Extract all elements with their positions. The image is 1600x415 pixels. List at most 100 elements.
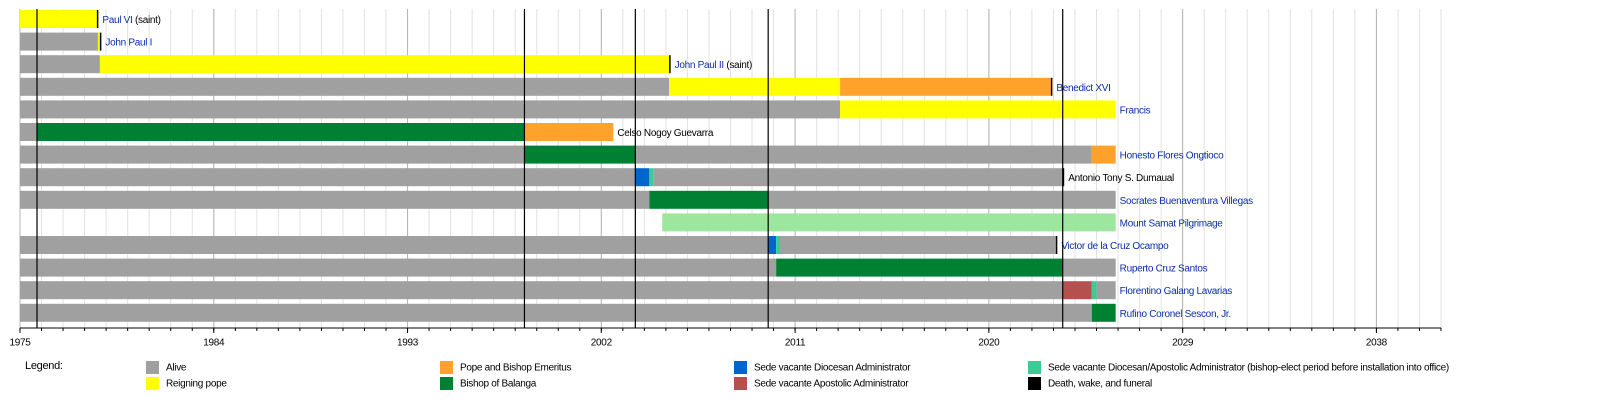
row-label-name: John Paul II xyxy=(675,60,724,71)
row-label-name: Mount Samat Pilgrimage xyxy=(1120,218,1224,229)
row-label: Celso Nogoy Guevarra xyxy=(617,128,713,139)
row-label-note: (saint) xyxy=(135,15,161,26)
row-label: Benedict XVI xyxy=(1056,82,1110,93)
legend-label: Bishop of Balanga xyxy=(460,379,537,390)
timeline-bar xyxy=(524,123,614,141)
row-label: Victor de la Cruz Ocampo xyxy=(1061,241,1169,252)
legend-swatch xyxy=(440,377,453,390)
timeline-bar xyxy=(20,145,525,164)
row-label: John Paul II (saint) xyxy=(675,60,752,71)
timeline-bar xyxy=(99,55,670,74)
row-label-name: Ruperto Cruz Santos xyxy=(1120,263,1208,274)
legend-label: Sede vacante Apostolic Administrator xyxy=(754,379,909,390)
row-label: Honesto Flores Ongtioco xyxy=(1120,150,1224,161)
timeline-bar xyxy=(20,258,777,277)
timeline-bar xyxy=(653,168,1063,187)
timeline-bar xyxy=(840,100,1116,119)
legend-swatch xyxy=(146,361,159,374)
timeline-bar xyxy=(20,10,97,28)
legend-swatch xyxy=(1028,361,1041,374)
timeline-bar xyxy=(1091,281,1097,300)
row-label-name: Rufino Coronel Sescon, Jr. xyxy=(1120,308,1231,319)
row-label: Mount Samat Pilgrimage xyxy=(1120,218,1224,229)
row-label-name: Paul VI xyxy=(102,15,132,26)
timeline-bar xyxy=(1050,77,1053,96)
timeline-bar xyxy=(20,281,1063,300)
x-tick-label: 1984 xyxy=(203,338,225,349)
row-label: Socrates Buenaventura Villegas xyxy=(1120,195,1253,206)
timeline-bar xyxy=(1055,236,1058,254)
timeline-bar xyxy=(780,236,1056,254)
timeline-bar xyxy=(20,32,98,51)
row-label: Paul VI (saint) xyxy=(102,15,160,26)
row-label-name: Victor de la Cruz Ocampo xyxy=(1061,241,1169,252)
legend-label: Sede vacante Diocesan Administrator xyxy=(754,363,911,374)
legend-title: Legend: xyxy=(25,360,63,372)
timeline-bar xyxy=(20,77,670,96)
legend-swatch xyxy=(1028,377,1041,390)
legend-swatch xyxy=(440,361,453,374)
legend-swatch xyxy=(734,377,747,390)
timeline-bar xyxy=(524,145,636,164)
timeline-bar xyxy=(669,77,841,96)
timeline-bar xyxy=(1062,258,1116,277)
timeline-bar xyxy=(20,303,1092,322)
x-tick-label: 2020 xyxy=(978,338,1000,349)
row-label-name: Benedict XVI xyxy=(1056,82,1110,93)
timeline-bar xyxy=(669,55,671,74)
legend-swatch xyxy=(734,361,747,374)
timeline-bar xyxy=(1062,281,1092,300)
x-tick-label: 1993 xyxy=(397,338,419,349)
x-tick-label: 1975 xyxy=(9,338,31,349)
timeline-bar xyxy=(20,123,38,141)
timeline-bar xyxy=(1096,281,1116,300)
timeline-bar xyxy=(96,10,99,28)
row-label: Ruperto Cruz Santos xyxy=(1120,263,1208,274)
row-label: Rufino Coronel Sescon, Jr. xyxy=(1120,308,1231,319)
row-label-name: Antonio Tony S. Dumaual xyxy=(1068,173,1174,184)
timeline-bar xyxy=(768,236,777,254)
timeline-bar xyxy=(662,213,1116,232)
x-tick-label: 2002 xyxy=(591,338,613,349)
timeline-bar xyxy=(37,123,525,141)
timeline-bar xyxy=(99,32,102,51)
row-label: Francis xyxy=(1120,105,1151,116)
row-label-name: John Paul I xyxy=(105,37,152,48)
row-label-name: Socrates Buenaventura Villegas xyxy=(1120,195,1253,206)
row-label: John Paul I xyxy=(105,37,152,48)
legend-label: Sede vacante Diocesan/Apostolic Administ… xyxy=(1048,363,1449,374)
timeline-bar xyxy=(768,190,1116,209)
timeline-bar xyxy=(20,100,841,119)
row-label-name: Florentino Galang Lavarias xyxy=(1120,286,1233,297)
timeline-bar xyxy=(20,55,100,74)
x-tick-label: 2029 xyxy=(1172,338,1194,349)
timeline-bar xyxy=(776,236,781,254)
timeline-bar xyxy=(20,236,769,254)
row-label: Florentino Galang Lavarias xyxy=(1120,286,1233,297)
timeline-bar xyxy=(1091,145,1116,164)
row-label: Antonio Tony S. Dumaual xyxy=(1068,173,1174,184)
timeline-bar xyxy=(1062,168,1065,187)
timeline-bar xyxy=(635,145,1092,164)
timeline-bar xyxy=(635,168,650,187)
timeline-bar xyxy=(1091,303,1116,322)
row-label-note: (saint) xyxy=(726,60,752,71)
timeline-bar xyxy=(649,168,654,187)
legend-swatch xyxy=(146,377,159,390)
legend-label: Reigning pope xyxy=(166,379,227,390)
row-label-name: Celso Nogoy Guevarra xyxy=(617,128,713,139)
timeline-bar xyxy=(840,77,1051,96)
legend-label: Pope and Bishop Emeritus xyxy=(460,363,572,374)
legend-label: Death, wake, and funeral xyxy=(1048,379,1152,390)
x-tick-label: 2038 xyxy=(1366,338,1388,349)
row-label-name: Honesto Flores Ongtioco xyxy=(1120,150,1224,161)
timeline-bar xyxy=(20,190,650,209)
row-label-name: Francis xyxy=(1120,105,1151,116)
x-tick-label: 2011 xyxy=(785,338,806,349)
timeline-bar xyxy=(97,32,100,51)
legend-label: Alive xyxy=(166,363,187,374)
timeline-bar xyxy=(649,190,769,209)
timeline-bar xyxy=(776,258,1063,277)
timeline-bar xyxy=(20,168,636,187)
